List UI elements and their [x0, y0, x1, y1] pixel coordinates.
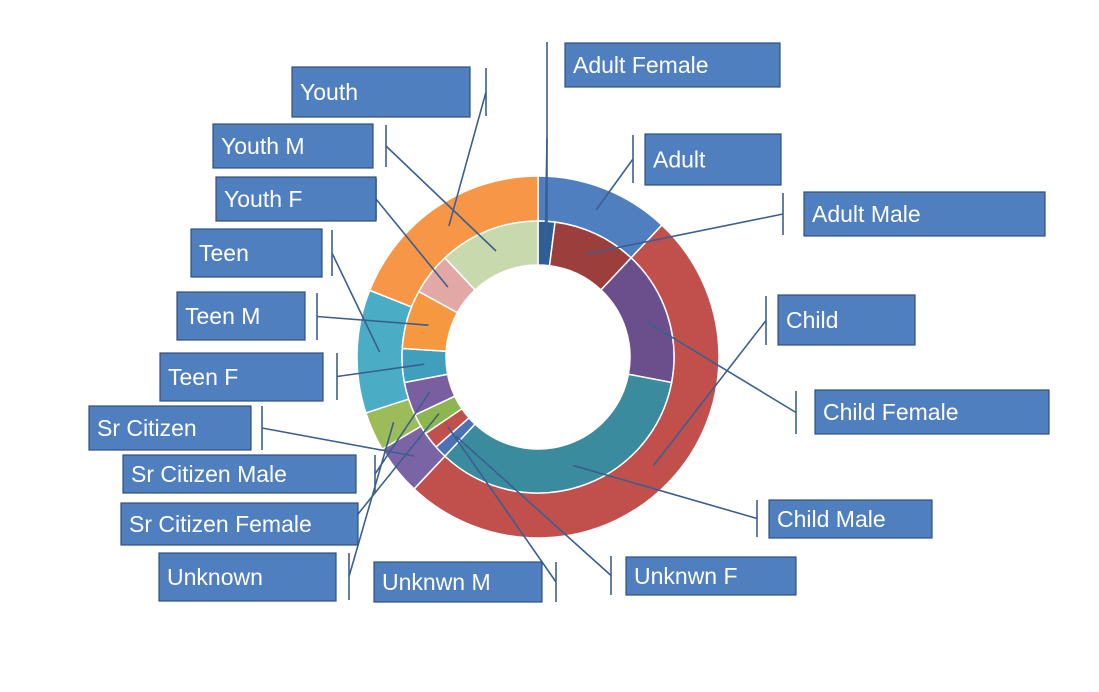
leader-line-adult-male [586, 213, 784, 255]
data-label-unknown: Unknown [167, 564, 263, 590]
label-box-youth [291, 66, 471, 118]
leader-line-child [652, 320, 767, 466]
label-box-unknown [158, 552, 337, 602]
inner-slice-child-male [443, 373, 673, 494]
leader-line-sr-citizen-male [374, 391, 431, 475]
data-label-adult-male: Adult Male [812, 201, 921, 227]
data-label-youth-m: Youth M [221, 133, 305, 159]
label-box-unknwn-f [625, 556, 797, 596]
data-label-teen: Teen [199, 240, 249, 266]
data-label-unknwn-f: Unknwn F [634, 563, 738, 589]
leader-line-teen [331, 252, 381, 353]
data-label-child-female: Child Female [823, 399, 959, 425]
data-label-child-male: Child Male [777, 506, 886, 532]
leader-line-youth [448, 91, 487, 227]
data-label-unknwn-m: Unknwn M [382, 569, 491, 595]
data-label-sr-citizen-male: Sr Citizen Male [131, 461, 287, 487]
leader-line-sr-citizen [261, 427, 415, 457]
data-label-teen-m: Teen M [185, 303, 260, 329]
label-box-sr-citizen-male [122, 454, 357, 494]
data-label-youth-f: Youth F [224, 186, 302, 212]
leader-line-adult [595, 158, 634, 211]
leader-line-unknwn-f [455, 435, 612, 577]
leader-line-youth-f [375, 198, 449, 288]
label-box-sr-citizen [88, 405, 252, 451]
label-box-youth-m [212, 123, 374, 169]
data-label-sr-citizen-female: Sr Citizen Female [129, 511, 312, 537]
data-label-adult: Adult [653, 147, 706, 173]
leader-line-youth-m [385, 145, 497, 252]
data-labels: Adult Child Sr Citizen Unknown Teen Youth Adul… [88, 42, 1050, 603]
data-label-sr-citizen: Sr Citizen [97, 415, 197, 441]
label-box-child-male [768, 499, 933, 539]
label-box-adult-male [803, 191, 1046, 237]
label-box-adult [644, 133, 782, 186]
label-box-child-female [814, 389, 1050, 435]
label-box-youth-f [215, 176, 377, 222]
label-box-sr-citizen-female [120, 502, 359, 546]
data-label-child: Child [786, 307, 838, 333]
inner-slice-youth-m [443, 220, 539, 291]
leader-line-child-female [646, 321, 797, 414]
leader-line-unknwn-m [447, 426, 557, 583]
label-box-adult-female [564, 42, 781, 88]
label-box-child [777, 294, 916, 346]
leader-line-adult-female [544, 138, 548, 244]
leader-line-teen-f [336, 363, 425, 378]
leader-line-child-male [573, 464, 758, 520]
donut-rings [356, 175, 720, 539]
leader-line-teen-m [316, 315, 429, 326]
label-box-teen-m [176, 291, 306, 341]
label-box-unknwn-m [373, 561, 543, 603]
data-label-adult-female: Adult Female [573, 52, 709, 78]
label-box-teen [190, 228, 323, 278]
data-label-youth: Youth [300, 79, 358, 105]
data-label-teen-f: Teen F [168, 364, 238, 390]
label-box-teen-f [159, 352, 324, 402]
leader-lines [261, 42, 797, 602]
leader-line-unknown [348, 422, 395, 577]
leader-line-sr-citizen-female [349, 412, 440, 525]
